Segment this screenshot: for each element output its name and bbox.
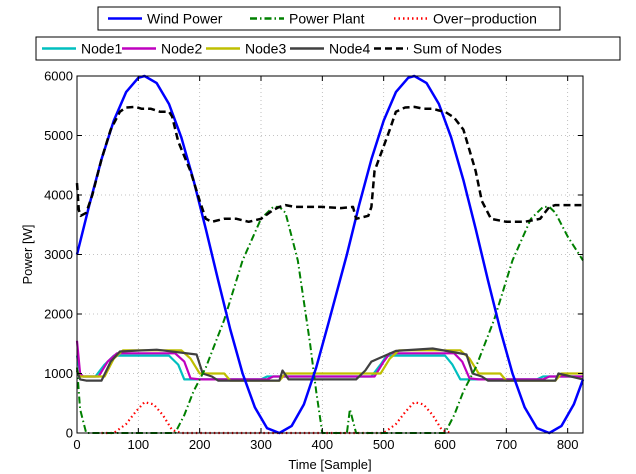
y-tick-label: 3000 (44, 247, 73, 262)
legend-box (35, 36, 621, 61)
y-tick-label: 6000 (44, 69, 73, 84)
series-node4-line (75, 347, 584, 382)
series-node1-line (75, 354, 583, 381)
legend-label: Over−production (433, 11, 537, 27)
legend-label: Wind Power (147, 11, 223, 27)
legend-label: Node1 (81, 41, 122, 57)
x-tick-label: 700 (495, 437, 517, 452)
x-tick-label: 500 (373, 437, 395, 452)
x-tick-label: 0 (73, 437, 80, 452)
series-node2-line (75, 340, 583, 381)
legend-label: Power Plant (289, 11, 365, 27)
x-tick-label: 200 (189, 437, 211, 452)
legend-label: Node3 (245, 41, 286, 57)
y-axis-label: Power [W] (20, 225, 35, 285)
y-tick-label: 2000 (44, 307, 73, 322)
x-tick-label: 800 (557, 437, 579, 452)
y-tick-label: 0 (66, 426, 73, 441)
series-over-production-line (101, 401, 452, 435)
x-tick-label: 300 (250, 437, 272, 452)
series-node3-line (76, 349, 583, 382)
legend-box (97, 6, 561, 31)
x-tick-label: 600 (434, 437, 456, 452)
series-group (75, 74, 585, 435)
legend-label: Node4 (329, 41, 370, 57)
x-tick-label: 400 (311, 437, 333, 452)
axis-ticks: 0 100 200 300 400 500 600 700 800 0 1000 2000 3000 40… (44, 69, 583, 452)
y-tick-label: 4000 (44, 188, 73, 203)
series-wind-power-line (75, 74, 585, 435)
y-tick-label: 1000 (44, 366, 73, 381)
series-power-plant-line (76, 205, 584, 434)
legends: Wind Power Power Plant Over−production Node… (35, 6, 621, 61)
series-sum-of-nodes-line (75, 105, 583, 224)
legend-label: Sum of Nodes (413, 41, 502, 57)
y-tick-label: 5000 (44, 128, 73, 143)
x-axis-label: Time [Sample] (288, 457, 371, 472)
x-tick-label: 100 (127, 437, 149, 452)
legend-label: Node2 (161, 41, 202, 57)
